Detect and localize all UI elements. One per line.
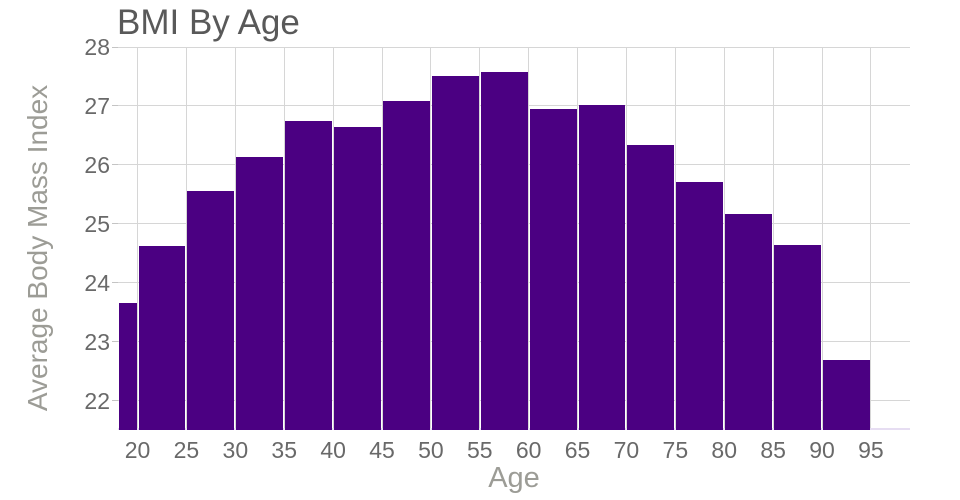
x-tick-label: 75 [662, 437, 689, 463]
plot-area [112, 46, 910, 430]
y-tick-mark [112, 164, 118, 166]
x-tick-label: 85 [760, 437, 786, 463]
x-tick-label: 80 [711, 437, 738, 463]
v-gridline [625, 47, 627, 430]
y-tick-mark [112, 105, 118, 107]
chart-title: BMI By Age [117, 3, 300, 42]
v-gridline [528, 47, 530, 430]
y-tick-label: 24 [84, 269, 110, 296]
v-gridline [332, 47, 334, 430]
v-gridline [234, 47, 236, 430]
histogram-bar[interactable] [334, 127, 381, 430]
x-tick-label: 35 [271, 437, 298, 463]
v-gridline [723, 47, 725, 430]
y-tick-mark [112, 282, 118, 284]
v-gridline [674, 47, 676, 430]
histogram-bar[interactable] [774, 244, 821, 430]
histogram-bar[interactable] [236, 157, 284, 430]
x-tick-label: 90 [809, 437, 835, 463]
histogram-bar[interactable] [480, 72, 528, 430]
x-tick-label: 40 [320, 437, 346, 463]
y-tick-mark [112, 341, 118, 343]
y-tick-label: 28 [84, 34, 110, 60]
y-tick-label: 25 [84, 210, 110, 237]
x-tick-label: 60 [515, 437, 542, 463]
histogram-bar[interactable] [529, 108, 577, 430]
y-tick-mark [112, 400, 118, 402]
histogram-bar[interactable] [285, 121, 333, 430]
histogram-bar[interactable] [138, 245, 186, 430]
y-tick-mark [112, 46, 118, 48]
x-tick-label: 25 [173, 437, 200, 463]
histogram-bar[interactable] [627, 145, 675, 430]
v-gridline [430, 47, 432, 430]
v-gridline [283, 47, 285, 430]
histogram-bar[interactable] [383, 101, 430, 430]
x-tick-label: 50 [418, 437, 444, 463]
x-tick-label: 65 [564, 437, 591, 463]
y-tick-label: 23 [84, 328, 110, 355]
v-gridline [137, 47, 139, 430]
v-gridline [821, 47, 823, 430]
histogram-bar[interactable] [823, 360, 870, 430]
v-gridline [381, 47, 383, 430]
x-tick-label: 95 [858, 437, 884, 463]
histogram-bar[interactable] [676, 181, 724, 430]
x-tick-label: 20 [124, 437, 151, 463]
v-gridline [772, 47, 774, 430]
histogram-bar[interactable] [119, 303, 137, 430]
histogram-bar[interactable] [431, 75, 479, 430]
histogram-bar[interactable] [187, 191, 235, 430]
y-tick-label: 26 [84, 151, 110, 178]
histogram-bar[interactable] [725, 214, 773, 430]
x-tick-label: 70 [613, 437, 640, 463]
h-gridline [118, 46, 910, 48]
v-gridline [870, 47, 872, 430]
x-tick-label: 30 [222, 437, 249, 463]
histogram-bar[interactable] [578, 104, 626, 430]
y-tick-label: 22 [84, 387, 110, 414]
y-tick-mark [112, 223, 118, 225]
x-tick-label: 55 [466, 437, 493, 463]
v-gridline [479, 47, 481, 430]
x-tick-label: 45 [369, 437, 395, 463]
v-gridline [185, 47, 187, 430]
y-tick-label: 27 [84, 92, 110, 119]
v-gridline [577, 47, 579, 430]
x-axis-title: Age [488, 462, 540, 494]
